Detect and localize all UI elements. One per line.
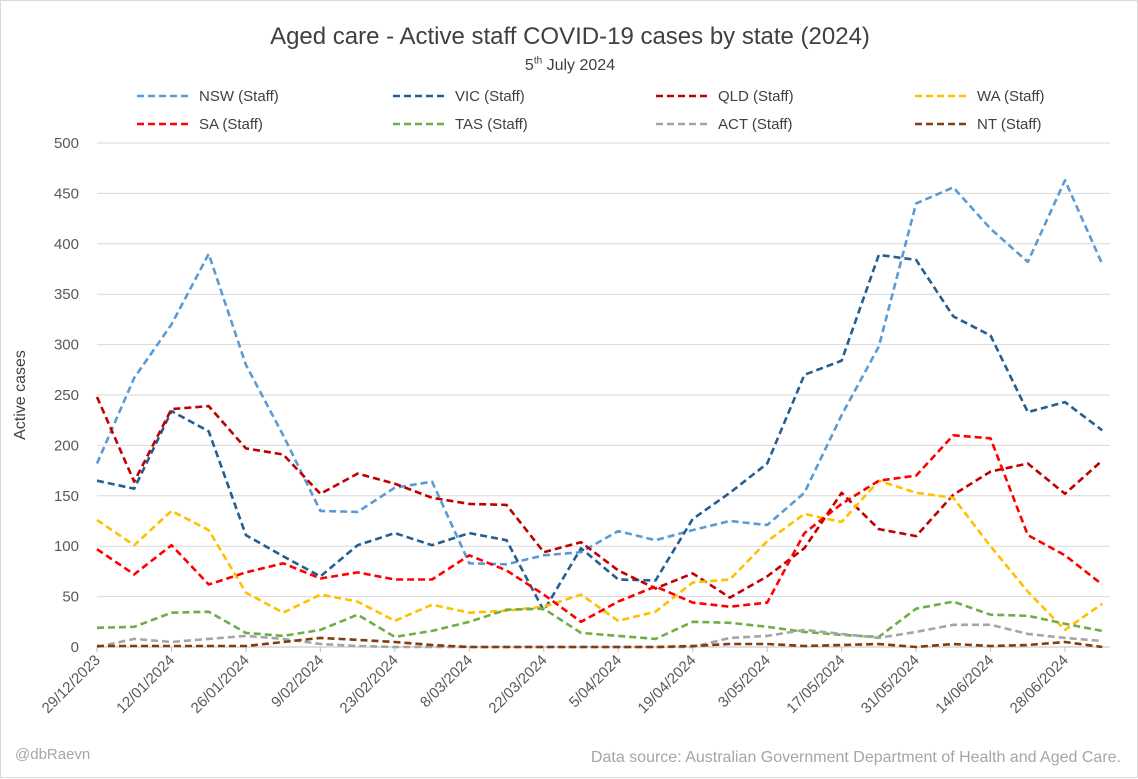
y-tick-label: 0 bbox=[71, 639, 79, 656]
subtitle-month-year: July 2024 bbox=[542, 57, 616, 74]
x-tick-label: 5/04/2024 bbox=[566, 652, 625, 711]
series-line-nsw bbox=[95, 179, 1104, 566]
legend-label: TAS (Staff) bbox=[455, 116, 528, 133]
legend-label: WA (Staff) bbox=[977, 88, 1045, 105]
y-axis-label: Active cases bbox=[12, 350, 29, 440]
series-line-qld bbox=[95, 396, 1104, 599]
y-tick-label: 300 bbox=[54, 337, 79, 354]
series-line-act bbox=[96, 623, 1103, 649]
x-tick-label: 29/12/2023 bbox=[39, 652, 104, 717]
y-tick-label: 500 bbox=[54, 135, 79, 152]
chart-title: Aged care - Active staff COVID-19 cases … bbox=[270, 23, 870, 50]
x-tick-label: 17/05/2024 bbox=[783, 652, 848, 717]
y-tick-label: 250 bbox=[54, 387, 79, 404]
x-tick-label: 22/03/2024 bbox=[485, 652, 550, 717]
x-tick-label: 14/06/2024 bbox=[932, 652, 997, 717]
y-tick-label: 150 bbox=[54, 488, 79, 505]
legend-label: SA (Staff) bbox=[199, 116, 263, 133]
y-tick-label: 200 bbox=[54, 437, 79, 454]
x-tick-label: 12/01/2024 bbox=[113, 652, 178, 717]
y-tick-label: 100 bbox=[54, 538, 79, 555]
data-source-note: Data source: Australian Government Depar… bbox=[590, 749, 1121, 766]
y-tick-label: 400 bbox=[54, 236, 79, 253]
legend-label: ACT (Staff) bbox=[718, 116, 792, 133]
legend-label: NSW (Staff) bbox=[199, 88, 279, 105]
series-line-sa bbox=[96, 433, 1104, 624]
x-tick-label: 31/05/2024 bbox=[858, 652, 923, 717]
legend-label: VIC (Staff) bbox=[455, 88, 525, 105]
x-tick-label: 19/04/2024 bbox=[634, 652, 699, 717]
x-tick-label: 8/03/2024 bbox=[417, 652, 476, 711]
subtitle-day: 5 bbox=[524, 57, 534, 74]
legend-label: NT (Staff) bbox=[977, 116, 1041, 133]
x-tick-label: 26/01/2024 bbox=[188, 652, 253, 717]
x-tick-label: 3/05/2024 bbox=[715, 652, 774, 711]
series-line-vic bbox=[96, 253, 1103, 613]
x-tick-label: 28/06/2024 bbox=[1007, 652, 1072, 717]
chart-subtitle: 5th July 2024 bbox=[1, 55, 1138, 75]
y-tick-label: 350 bbox=[54, 286, 79, 303]
x-tick-label: 9/02/2024 bbox=[268, 652, 327, 711]
y-tick-label: 50 bbox=[62, 589, 79, 606]
subtitle-ordinal: th bbox=[533, 55, 543, 67]
series-line-wa bbox=[96, 479, 1103, 632]
x-tick-label: 23/02/2024 bbox=[337, 652, 402, 717]
legend-label: QLD (Staff) bbox=[718, 88, 794, 105]
series-line-tas bbox=[96, 600, 1103, 641]
series-line-nt bbox=[97, 636, 1103, 649]
credit-handle: @dbRaevn bbox=[15, 746, 91, 763]
y-tick-label: 450 bbox=[54, 185, 79, 202]
